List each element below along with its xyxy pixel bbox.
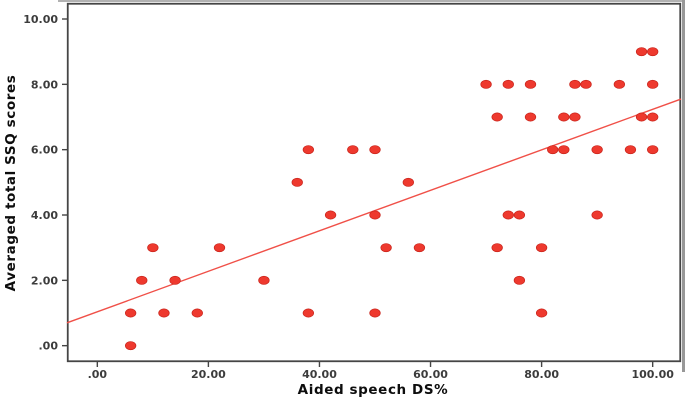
data-point	[480, 79, 492, 89]
x-axis-title: Aided speech DS%	[298, 382, 449, 398]
data-point	[547, 145, 559, 155]
y-tick-label: .00	[39, 340, 59, 353]
data-point	[491, 243, 503, 253]
data-point	[402, 177, 414, 187]
data-point	[569, 79, 581, 89]
plot-border	[66, 2, 682, 363]
data-point	[369, 145, 381, 155]
data-point	[513, 210, 526, 220]
data-point	[635, 47, 648, 57]
data-point	[513, 275, 526, 285]
data-point	[302, 145, 315, 155]
y-tick-label: 6.00	[31, 144, 58, 157]
data-point	[569, 112, 581, 122]
y-tick-label: 10.00	[23, 13, 58, 26]
data-point	[647, 145, 659, 155]
y-tick-label: 8.00	[31, 78, 58, 91]
data-point	[624, 145, 637, 155]
data-point	[524, 112, 537, 122]
x-tick-label: 40.00	[302, 368, 337, 381]
data-point	[535, 243, 548, 253]
data-point	[380, 243, 392, 253]
data-point	[291, 177, 303, 187]
data-point	[124, 308, 137, 318]
data-point	[491, 112, 503, 122]
data-point	[302, 308, 315, 318]
data-point	[591, 210, 603, 220]
data-point	[324, 210, 337, 220]
data-point	[502, 79, 514, 89]
data-point	[524, 79, 537, 89]
data-point	[258, 275, 270, 285]
data-point	[169, 275, 181, 285]
data-point	[213, 243, 226, 253]
data-point	[613, 79, 626, 89]
data-point	[647, 47, 659, 57]
y-tick-label: 4.00	[31, 209, 58, 222]
data-point	[647, 112, 659, 122]
data-point	[158, 308, 170, 318]
data-point	[124, 341, 137, 351]
data-point	[558, 145, 570, 155]
x-tick-label: 60.00	[413, 368, 448, 381]
data-point	[369, 308, 381, 318]
data-point	[136, 275, 148, 285]
x-tick-label: .00	[88, 368, 108, 381]
data-point	[647, 79, 659, 89]
data-point	[635, 112, 648, 122]
data-point	[413, 243, 426, 253]
y-axis-title: Averaged total SSQ scores	[3, 75, 19, 292]
data-point	[580, 79, 592, 89]
data-point	[502, 210, 514, 220]
data-point	[369, 210, 381, 220]
x-tick-label: 80.00	[524, 368, 559, 381]
data-point	[591, 145, 603, 155]
data-point	[191, 308, 203, 318]
y-tick-label: 2.00	[31, 274, 58, 287]
data-point	[535, 308, 548, 318]
x-tick-label: 100.00	[631, 368, 674, 381]
x-tick-label: 20.00	[191, 368, 226, 381]
data-point	[558, 112, 570, 122]
data-point	[147, 243, 159, 253]
figure-frame-top-edge	[58, 0, 685, 2]
data-point	[347, 145, 359, 155]
figure-frame-right-edge	[682, 0, 685, 372]
plot-layer: .00 20.00 40.00 60.00 80.00 100.00 .00 2.00 4.00…	[23, 2, 682, 381]
